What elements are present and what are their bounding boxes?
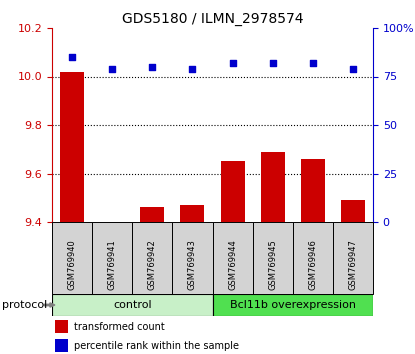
Bar [301,159,325,222]
Bar [220,161,244,222]
Text: control: control [113,300,151,310]
Point [269,60,276,66]
Bar [55,320,68,333]
Point [229,60,236,66]
Text: GSM769947: GSM769947 [349,240,357,290]
Bar [132,222,172,294]
Text: GSM769941: GSM769941 [107,240,117,290]
Point [189,66,196,72]
Bar [333,222,373,294]
Bar [212,294,373,316]
Point [109,66,115,72]
Bar [60,72,84,222]
Bar [52,294,212,316]
Text: GSM769944: GSM769944 [228,240,237,290]
Point [310,60,316,66]
Point [149,64,156,70]
Title: GDS5180 / ILMN_2978574: GDS5180 / ILMN_2978574 [122,12,303,25]
Bar [181,205,205,222]
Bar [55,339,68,352]
Text: GSM769946: GSM769946 [308,240,317,290]
Point [349,66,356,72]
Text: GSM769940: GSM769940 [68,240,76,290]
Bar [92,222,132,294]
Bar [341,200,365,222]
Bar [140,207,164,222]
Bar [253,222,293,294]
Text: GSM769945: GSM769945 [268,240,277,290]
Bar [52,222,92,294]
Bar [293,222,333,294]
Text: GSM769943: GSM769943 [188,240,197,290]
Bar [172,222,212,294]
Point [69,54,76,60]
Text: protocol: protocol [2,300,47,310]
Bar [212,222,253,294]
Text: GSM769942: GSM769942 [148,240,157,290]
Text: transformed count: transformed count [74,322,165,332]
Text: percentile rank within the sample: percentile rank within the sample [74,341,239,351]
Bar [261,152,285,222]
Text: Bcl11b overexpression: Bcl11b overexpression [230,300,356,310]
